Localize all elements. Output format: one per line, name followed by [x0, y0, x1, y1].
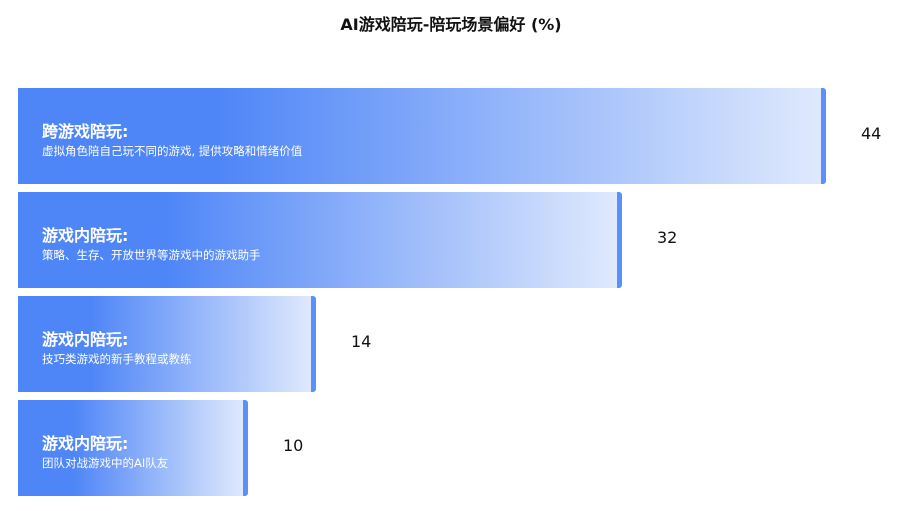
data-label: 10	[283, 436, 304, 455]
bar: 游戏内陪玩: 技巧类游戏的新手教程或教练	[18, 296, 316, 392]
bar-description: 策略、生存、开放世界等游戏中的游戏助手	[42, 248, 261, 262]
bar: 跨游戏陪玩: 虚拟角色陪自己玩不同的游戏, 提供攻略和情绪价值	[18, 88, 826, 184]
bar-label: 游戏内陪玩:	[42, 330, 129, 349]
bar-description: 虚拟角色陪自己玩不同的游戏, 提供攻略和情绪价值	[42, 144, 303, 158]
bar: 游戏内陪玩: 策略、生存、开放世界等游戏中的游戏助手	[18, 192, 622, 288]
bar-description: 团队对战游戏中的AI队友	[42, 456, 169, 470]
bar: 游戏内陪玩: 团队对战游戏中的AI队友	[18, 400, 248, 496]
data-label: 14	[351, 332, 372, 351]
data-label: 32	[657, 228, 678, 247]
bar-label: 跨游戏陪玩:	[42, 122, 129, 141]
chart-title: AI游戏陪玩-陪玩场景偏好 (%)	[340, 15, 562, 34]
bar-label: 游戏内陪玩:	[42, 434, 129, 453]
bar-description: 技巧类游戏的新手教程或教练	[42, 352, 192, 366]
bar-label: 游戏内陪玩:	[42, 226, 129, 245]
data-label: 44	[861, 124, 882, 143]
